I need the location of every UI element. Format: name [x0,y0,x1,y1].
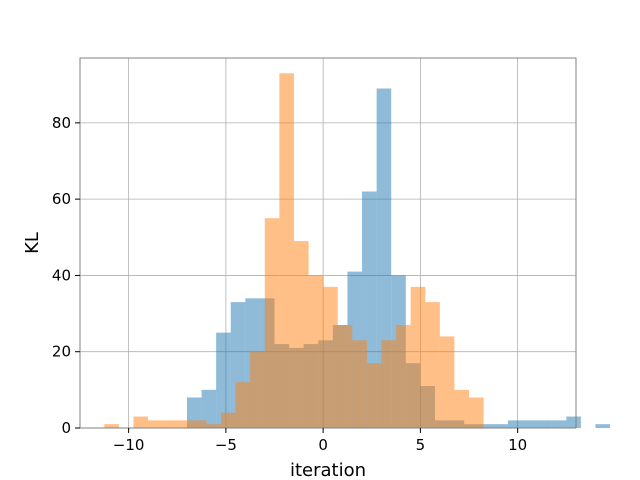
plot-frame [79,57,577,429]
histogram-bar-series-2 [469,397,484,428]
histogram-bar-series-2 [352,340,367,428]
y-axis-label: KL [22,232,43,254]
x-tick-label: 10 [508,436,527,454]
histogram-bar-series-2 [337,325,353,428]
histogram-bar-series-2 [396,325,411,428]
histogram-bar-series-1 [493,424,508,428]
histogram-bar-series-2 [454,389,470,428]
histogram-bar-series-2 [264,218,280,428]
y-tick-label: 20 [52,343,71,361]
histogram-bar-series-1 [566,416,581,428]
histogram-bar-series-2 [148,420,163,428]
histogram-bar-series-2 [235,382,251,428]
histogram-bar-series-1 [595,424,611,428]
x-axis-ticks: −10 −5 0 5 10 [113,428,527,454]
histogram-bar-series-2 [439,336,455,428]
histogram-bar-series-2 [133,416,149,428]
x-tick-label: 0 [318,436,328,454]
histogram-bar-series-2 [177,420,192,428]
y-tick-label: 60 [52,190,71,208]
histogram-bar-series-2 [221,412,236,428]
histogram-bar-series-1 [201,389,217,428]
histogram-bar-series-2 [410,286,426,428]
x-tick-label: 5 [416,436,426,454]
histogram-bar-series-2 [308,275,324,428]
x-tick-label: −5 [215,436,237,454]
x-tick-label: −10 [113,436,145,454]
histogram-bars [104,73,611,429]
histogram-bar-series-2 [162,420,178,428]
histogram-bar-series-1 [507,420,523,428]
y-axis-ticks: 0 20 40 60 80 [52,114,80,437]
histogram-bar-series-2 [250,351,265,428]
histogram-bar-series-1 [216,332,231,428]
histogram-bar-series-2 [279,73,294,429]
histogram-bar-series-1 [522,420,538,428]
histogram-bar-series-2 [425,302,440,428]
histogram-bar-series-2 [366,363,382,428]
histogram-bar-series-1 [551,420,567,428]
y-tick-label: 0 [61,419,71,437]
y-tick-label: 80 [52,114,71,132]
histogram-bar-series-1 [537,420,552,428]
histogram-bar-series-2 [104,424,119,428]
x-axis-label: iteration [290,460,366,480]
histogram-bar-series-2 [323,286,338,428]
histogram-bar-series-2 [191,420,207,428]
histogram-bar-series-2 [293,241,309,428]
histogram-bar-series-1 [478,424,494,428]
histogram-bar-series-2 [206,424,222,428]
histogram-bar-series-2 [381,340,397,428]
y-tick-label: 40 [52,266,71,284]
